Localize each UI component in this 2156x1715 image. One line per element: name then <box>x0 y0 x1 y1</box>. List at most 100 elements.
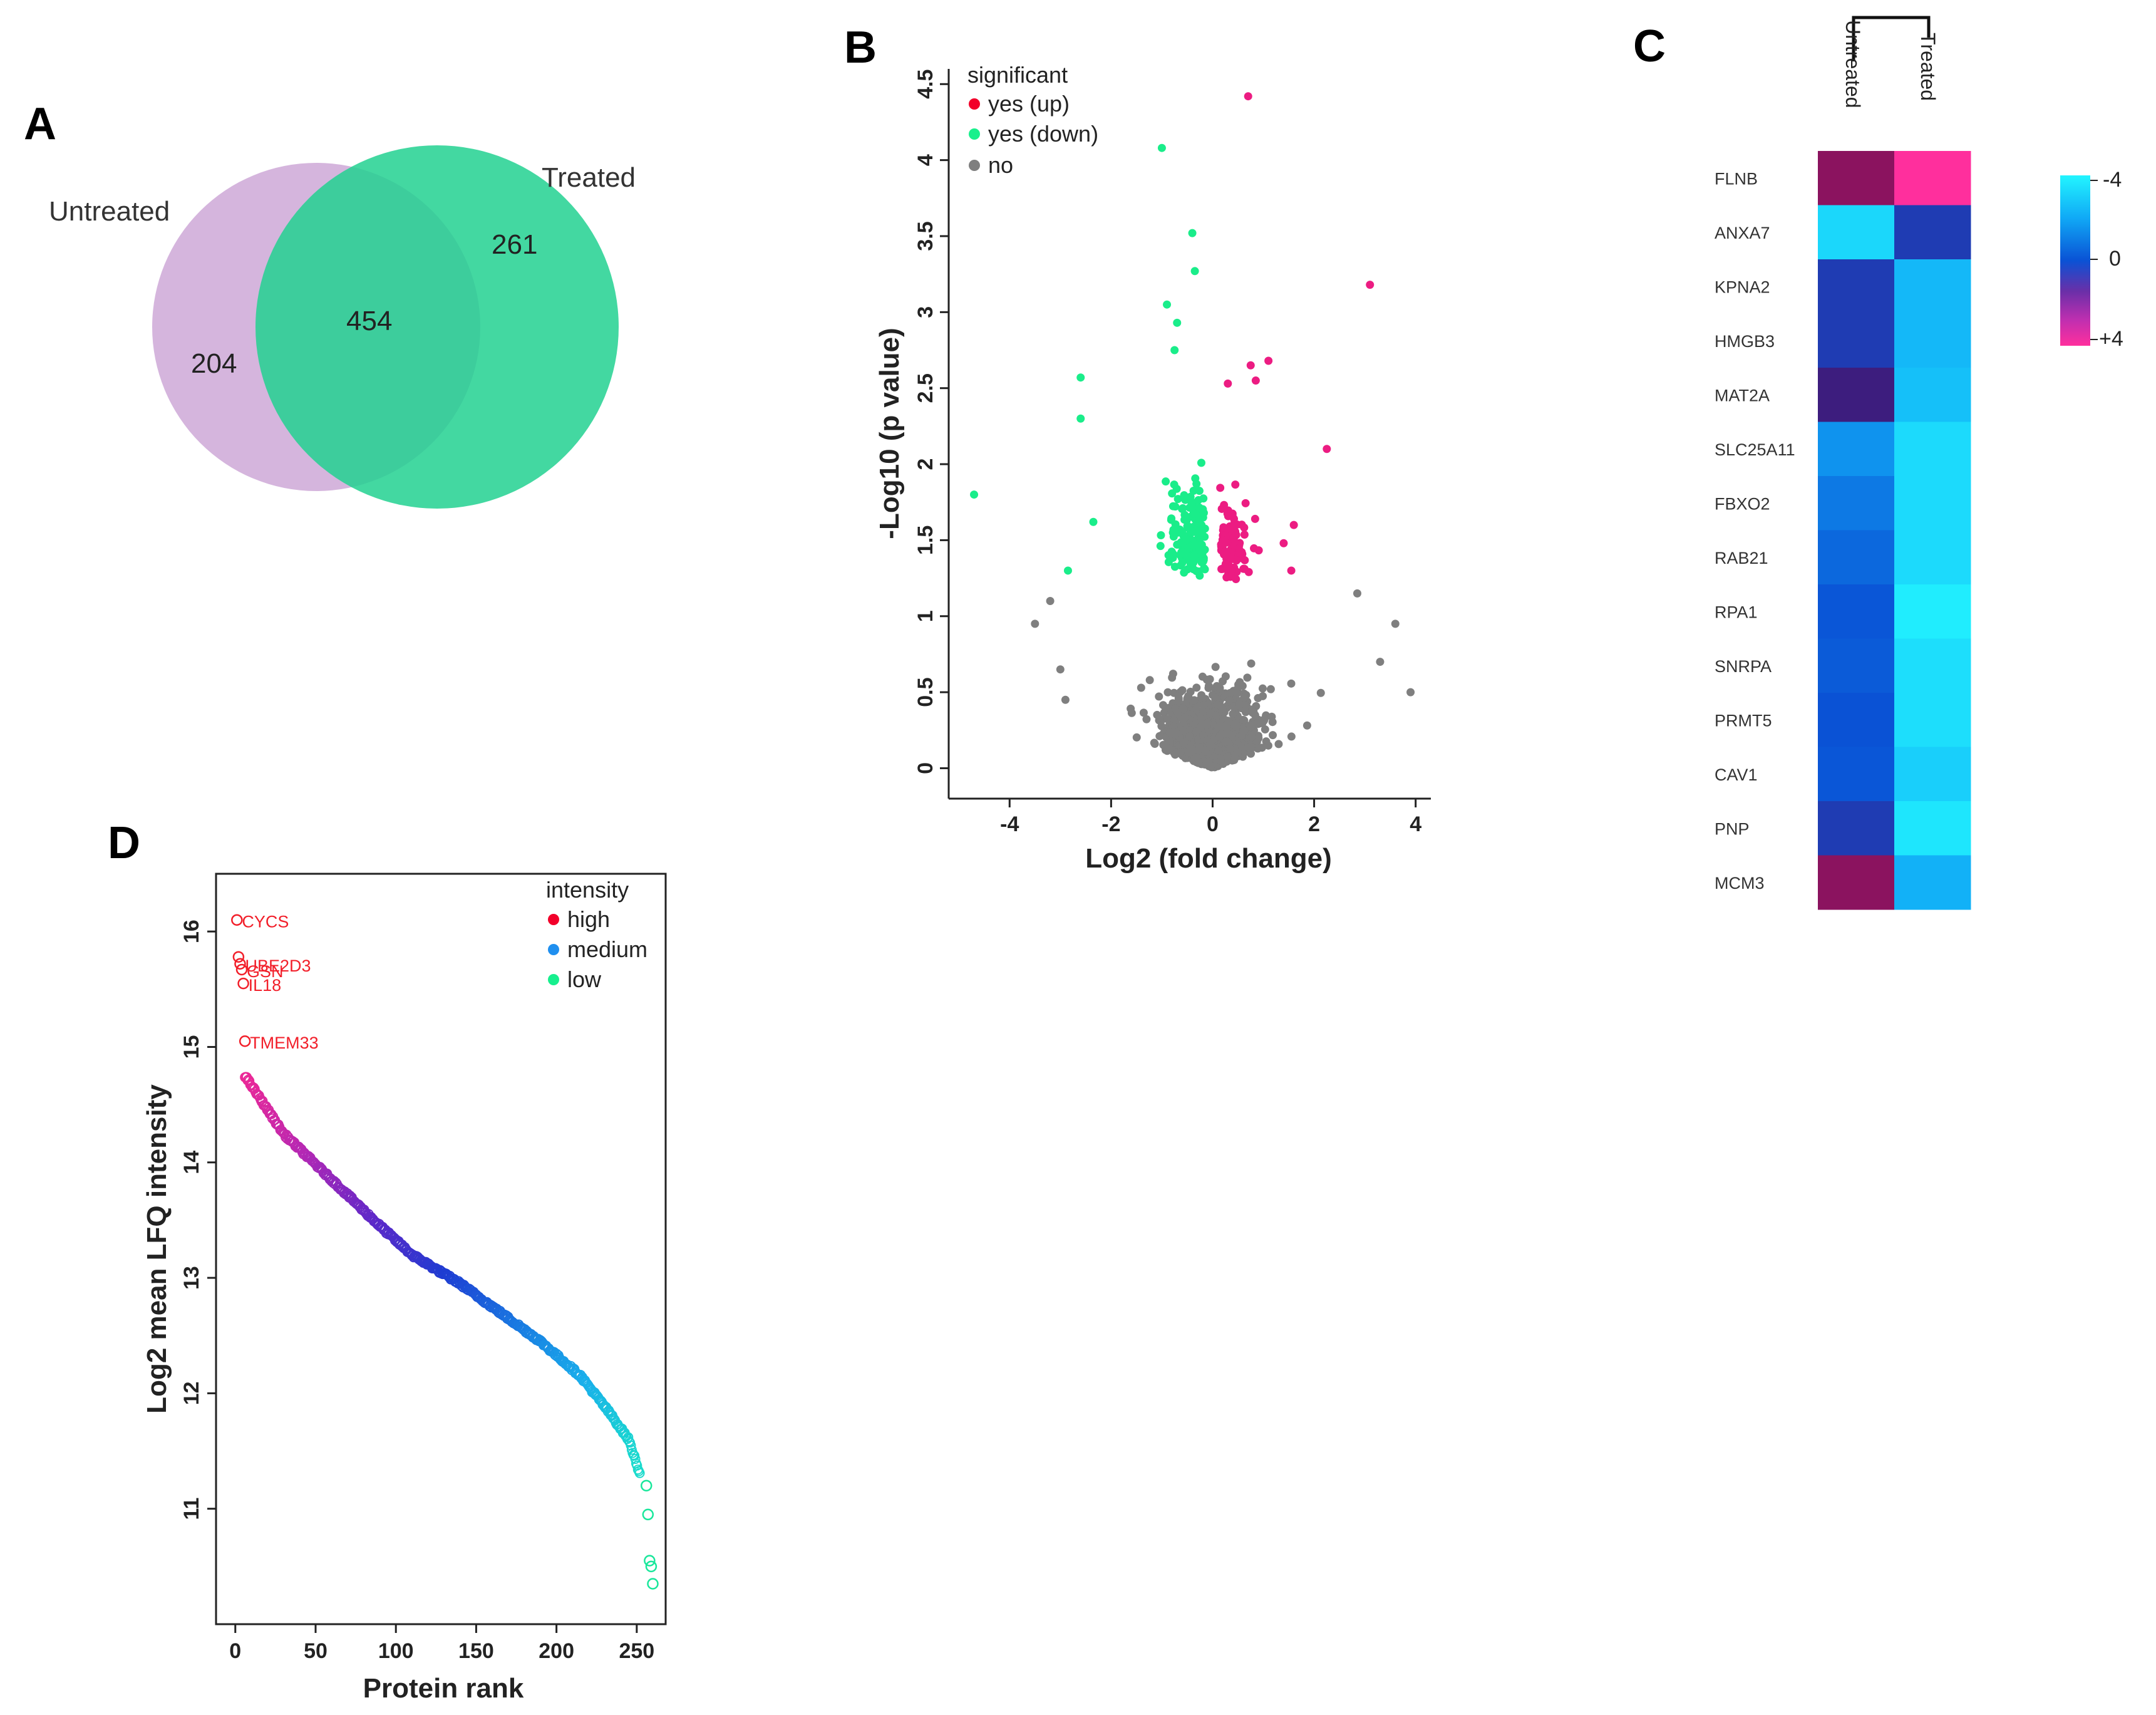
volcano-point-not-significant <box>1353 589 1361 598</box>
volcano-point-up <box>1244 92 1252 101</box>
volcano-y-tick-label: 3 <box>914 306 937 318</box>
rank-outlier-point <box>232 951 245 963</box>
volcano-point-not-significant <box>1391 619 1400 628</box>
volcano-point-not-significant <box>1287 679 1296 688</box>
heatmap-cell <box>1894 530 1971 585</box>
volcano-point-not-significant <box>1184 692 1193 700</box>
volcano-point-not-significant <box>1198 672 1207 681</box>
volcano-point-down <box>1199 509 1208 517</box>
volcano-point-up <box>1240 556 1249 564</box>
rank-outlier-point <box>642 1508 654 1521</box>
volcano-point-up <box>1232 575 1240 584</box>
volcano-point-down <box>1157 531 1165 540</box>
volcano-point-cloud <box>1031 459 1415 772</box>
volcano-point-down <box>1076 373 1085 382</box>
volcano-point-not-significant <box>1161 703 1170 712</box>
volcano-point-not-significant <box>1185 748 1194 757</box>
volcano-point-up <box>1222 564 1231 573</box>
volcano-point-not-significant <box>1142 715 1151 723</box>
volcano-x-tick-label: -2 <box>1101 812 1120 836</box>
rank-plot-curve <box>240 1072 645 1478</box>
volcano-point-down <box>1179 504 1187 512</box>
volcano-point-not-significant <box>1214 746 1223 755</box>
volcano-point-down <box>970 490 979 499</box>
heatmap-cell <box>1818 205 1895 260</box>
volcano-point-not-significant <box>1153 710 1162 719</box>
volcano-point-not-significant <box>1179 704 1187 713</box>
volcano-point-down <box>1170 346 1179 355</box>
volcano-point-not-significant <box>1165 728 1174 737</box>
rank-y-tick-label: 15 <box>180 1035 204 1059</box>
rank-outlier-point <box>647 1578 659 1590</box>
volcano-point-not-significant <box>1274 740 1283 749</box>
volcano-point-not-significant <box>1247 707 1256 715</box>
volcano-point-not-significant <box>1240 693 1249 702</box>
volcano-point-down <box>1197 521 1206 529</box>
volcano-point-not-significant <box>1195 744 1204 752</box>
volcano-point-not-significant <box>1246 743 1255 752</box>
rank-outlier-point <box>235 963 248 976</box>
volcano-point-down <box>1171 502 1180 511</box>
volcano-point-not-significant <box>1205 757 1214 766</box>
rank-outlier-point <box>645 1560 658 1573</box>
rank-y-tick-label: 16 <box>180 920 204 943</box>
rank-outlier-point <box>239 1035 251 1047</box>
heatmap-cell <box>1894 638 1971 693</box>
volcano-x-tick-label: 4 <box>1410 812 1421 836</box>
panel-letter-b: B <box>844 23 877 73</box>
volcano-x-axis-title: Log2 (fold change) <box>1085 843 1332 874</box>
volcano-point-down <box>1190 509 1199 518</box>
rank-legend-label-medium: medium <box>567 936 647 962</box>
volcano-highlighted-points <box>970 92 1375 575</box>
panel-letter-c: C <box>1633 21 1666 71</box>
volcano-point-down <box>1169 532 1178 541</box>
volcano-point-up <box>1224 379 1232 388</box>
volcano-point-not-significant <box>1185 732 1194 741</box>
volcano-point-up <box>1234 544 1243 553</box>
volcano-point-not-significant <box>1232 722 1240 731</box>
volcano-x-tick-label: 2 <box>1308 812 1320 836</box>
heatmap-gene-label: PNP <box>1715 819 1750 838</box>
heatmap-cell <box>1818 530 1895 585</box>
volcano-point-down <box>1190 267 1199 276</box>
heatmap-cell <box>1894 801 1971 856</box>
volcano-point-not-significant <box>1229 710 1237 718</box>
volcano-point-not-significant <box>1174 693 1183 702</box>
rank-outlier-point <box>237 977 249 990</box>
volcano-legend-title: significant <box>967 62 1068 88</box>
heatmap-cell <box>1818 151 1895 205</box>
volcano-point-up <box>1240 531 1249 539</box>
heatmap-col-treated: Treated <box>1917 33 1939 101</box>
volcano-point-not-significant <box>1259 692 1267 700</box>
rank-y-tick-label: 14 <box>180 1151 204 1174</box>
heatmap-cell <box>1818 422 1895 477</box>
venn-label-treated: Treated <box>542 162 636 193</box>
heatmap-gene-label: HMGB3 <box>1715 332 1775 351</box>
volcano-legend: significant yes (up) yes (down) no <box>967 62 1098 178</box>
volcano-point-down <box>1178 558 1187 567</box>
rank-x-axis-title: Protein rank <box>363 1673 524 1704</box>
rank-outlier-point <box>644 1555 656 1567</box>
volcano-point-not-significant <box>1222 737 1230 746</box>
volcano-point-down <box>1187 498 1196 507</box>
heatmap-gene-label: MAT2A <box>1715 386 1770 405</box>
rank-legend-swatch-high <box>548 914 559 925</box>
volcano-point-up <box>1222 551 1230 559</box>
volcano-point-down <box>1180 516 1189 524</box>
volcano-point-down <box>1184 522 1193 531</box>
rank-legend-label-high: high <box>567 906 610 932</box>
venn-count-treated-only: 261 <box>492 229 537 260</box>
volcano-legend-label-up: yes (up) <box>988 91 1070 117</box>
volcano-point-not-significant <box>1266 685 1275 693</box>
volcano-point-not-significant <box>1225 744 1234 753</box>
volcano-point-not-significant <box>1137 683 1145 692</box>
volcano-point-not-significant <box>1247 733 1256 742</box>
panel-letter-d: D <box>108 818 140 868</box>
rank-legend-title: intensity <box>546 877 629 903</box>
volcano-point-up <box>1229 526 1237 535</box>
rank-outlier-label: GSN <box>247 962 284 981</box>
volcano-point-down <box>1173 495 1182 504</box>
volcano-point-not-significant <box>1197 722 1205 730</box>
heatmap-cell <box>1818 693 1895 747</box>
